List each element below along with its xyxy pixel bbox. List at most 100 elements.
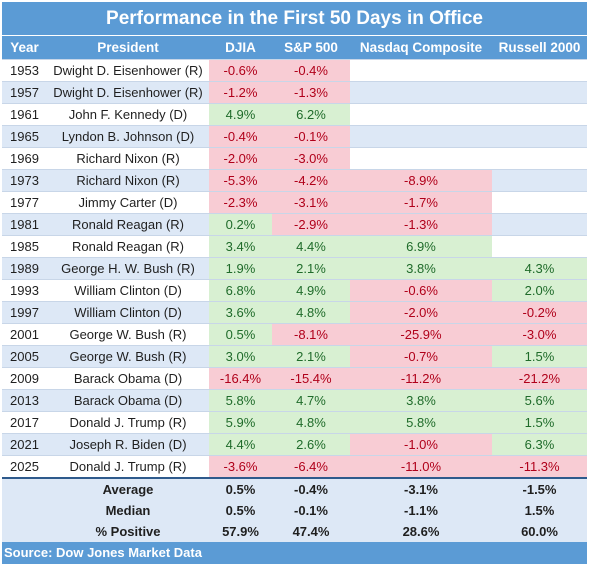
table-row: 2009 Barack Obama (D) -16.4% -15.4% -11.2% -2… [2,367,587,390]
column-header-nasdaq: Nasdaq Composite [350,36,492,60]
cell-sp500: 2.1% [272,345,350,368]
cell-russell: 6.3% [492,433,587,456]
table-row: 2005 George W. Bush (R) 3.0% 2.1% -0.7% 1.5% [2,345,587,368]
cell-president: George W. Bush (R) [47,323,209,346]
summary-cell-russell: 60.0% [492,521,587,542]
cell-president: Dwight D. Eisenhower (R) [47,81,209,104]
performance-table: Year President DJIA S&P 500 Nasdaq Composite… [2,36,587,542]
column-header-year: Year [2,36,47,60]
table-row: 2001 George W. Bush (R) 0.5% -8.1% -25.9% -3.… [2,323,587,346]
cell-year: 1953 [2,59,47,82]
table-row: 2025 Donald J. Trump (R) -3.6% -6.4% -11.0% -… [2,455,587,478]
cell-russell [492,213,587,236]
cell-sp500: -2.9% [272,213,350,236]
cell-djia: 4.9% [209,103,272,126]
cell-president: Jimmy Carter (D) [47,191,209,214]
cell-russell: 1.5% [492,411,587,434]
table-row: 1961 John F. Kennedy (D) 4.9% 6.2% [2,103,587,126]
cell-year: 2005 [2,345,47,368]
cell-russell: 2.0% [492,279,587,302]
cell-djia: 4.4% [209,433,272,456]
cell-year: 1997 [2,301,47,324]
cell-djia: -1.2% [209,81,272,104]
cell-year: 2025 [2,455,47,478]
summary-label: Average [47,477,209,500]
summary-cell-nasdaq: -1.1% [350,500,492,521]
cell-sp500: 6.2% [272,103,350,126]
cell-russell [492,103,587,126]
cell-djia: 5.9% [209,411,272,434]
cell-sp500: 2.6% [272,433,350,456]
cell-russell: 1.5% [492,345,587,368]
cell-djia: 0.2% [209,213,272,236]
cell-year: 1989 [2,257,47,280]
cell-president: Donald J. Trump (R) [47,455,209,478]
cell-nasdaq: 3.8% [350,389,492,412]
cell-sp500: 4.4% [272,235,350,258]
cell-nasdaq: -1.7% [350,191,492,214]
cell-year: 1973 [2,169,47,192]
table-row: 2021 Joseph R. Biden (D) 4.4% 2.6% -1.0% 6.3% [2,433,587,456]
cell-djia: -5.3% [209,169,272,192]
cell-president: Ronald Reagan (R) [47,213,209,236]
cell-sp500: 2.1% [272,257,350,280]
cell-sp500: 4.8% [272,411,350,434]
column-header-president: President [47,36,209,60]
table-row: 1969 Richard Nixon (R) -2.0% -3.0% [2,147,587,170]
cell-russell: -11.3% [492,455,587,478]
cell-sp500: -0.4% [272,59,350,82]
summary-row: Average 0.5% -0.4% -3.1% -1.5% [2,477,587,500]
cell-nasdaq: -25.9% [350,323,492,346]
cell-russell: -0.2% [492,301,587,324]
cell-nasdaq: -0.6% [350,279,492,302]
table-row: 1973 Richard Nixon (R) -5.3% -4.2% -8.9% [2,169,587,192]
summary-cell-year [2,521,47,542]
table-row: 1977 Jimmy Carter (D) -2.3% -3.1% -1.7% [2,191,587,214]
table-row: 1985 Ronald Reagan (R) 3.4% 4.4% 6.9% [2,235,587,258]
summary-cell-sp500: -0.1% [272,500,350,521]
summary-cell-russell: -1.5% [492,477,587,500]
cell-djia: 5.8% [209,389,272,412]
cell-president: Barack Obama (D) [47,367,209,390]
cell-year: 2001 [2,323,47,346]
table-row: 2013 Barack Obama (D) 5.8% 4.7% 3.8% 5.6% [2,389,587,412]
cell-russell [492,191,587,214]
summary-cell-year [2,500,47,521]
cell-djia: 1.9% [209,257,272,280]
cell-nasdaq [350,103,492,126]
cell-year: 2021 [2,433,47,456]
cell-nasdaq: 3.8% [350,257,492,280]
cell-sp500: -4.2% [272,169,350,192]
cell-president: George H. W. Bush (R) [47,257,209,280]
cell-nasdaq [350,81,492,104]
cell-president: John F. Kennedy (D) [47,103,209,126]
cell-russell: -3.0% [492,323,587,346]
column-header-sp500: S&P 500 [272,36,350,60]
cell-sp500: -15.4% [272,367,350,390]
cell-djia: 0.5% [209,323,272,346]
cell-year: 2017 [2,411,47,434]
cell-nasdaq: -1.3% [350,213,492,236]
summary-cell-djia: 0.5% [209,477,272,500]
cell-sp500: -6.4% [272,455,350,478]
cell-president: Dwight D. Eisenhower (R) [47,59,209,82]
cell-year: 1965 [2,125,47,148]
column-header-russell: Russell 2000 [492,36,587,60]
cell-nasdaq: -0.7% [350,345,492,368]
summary-cell-djia: 0.5% [209,500,272,521]
cell-president: Lyndon B. Johnson (D) [47,125,209,148]
cell-president: George W. Bush (R) [47,345,209,368]
cell-russell [492,81,587,104]
cell-president: Richard Nixon (R) [47,147,209,170]
cell-year: 1993 [2,279,47,302]
cell-djia: -3.6% [209,455,272,478]
cell-djia: -2.0% [209,147,272,170]
cell-russell: -21.2% [492,367,587,390]
cell-year: 2013 [2,389,47,412]
cell-russell [492,59,587,82]
source-note: Source: Dow Jones Market Data [2,542,587,564]
summary-row: Median 0.5% -0.1% -1.1% 1.5% [2,500,587,521]
cell-nasdaq [350,59,492,82]
cell-russell [492,169,587,192]
table-title: Performance in the First 50 Days in Offi… [2,2,587,36]
